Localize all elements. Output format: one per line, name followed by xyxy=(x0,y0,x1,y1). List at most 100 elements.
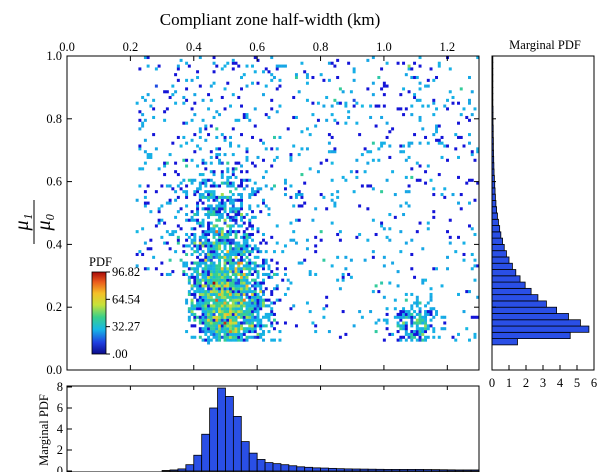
density-cell xyxy=(193,178,197,182)
density-cell xyxy=(198,252,202,257)
density-cell xyxy=(259,290,263,294)
density-cell xyxy=(245,64,249,68)
density-cell xyxy=(185,204,189,208)
density-cell xyxy=(385,307,389,311)
density-cell xyxy=(218,201,222,205)
y-label-numerator: μ₁ xyxy=(11,214,33,232)
density-cell xyxy=(275,284,279,288)
density-cell xyxy=(435,127,438,131)
density-cell xyxy=(234,247,238,251)
density-cell xyxy=(234,310,238,314)
density-cell xyxy=(218,255,222,259)
density-cell xyxy=(256,332,260,336)
density-cell xyxy=(163,164,167,168)
density-cell xyxy=(240,215,243,219)
density-cell xyxy=(253,261,257,265)
density-cell xyxy=(212,267,216,271)
density-cell xyxy=(459,113,463,117)
density-cell xyxy=(240,178,243,182)
density-cell xyxy=(413,335,417,339)
density-cell xyxy=(207,247,211,251)
y-axis-label: μ₁ μ₀ xyxy=(11,200,55,244)
density-cell xyxy=(143,201,147,205)
density-cell xyxy=(198,290,202,294)
density-cell xyxy=(382,93,386,97)
density-cell xyxy=(391,261,395,265)
density-cell xyxy=(212,230,216,234)
density-cell xyxy=(468,101,471,105)
density-cell xyxy=(303,201,307,205)
density-cell xyxy=(193,278,197,282)
density-cell xyxy=(201,310,205,314)
density-cell xyxy=(251,298,254,302)
density-cell xyxy=(174,161,178,165)
density-cell xyxy=(259,187,263,191)
density-cell xyxy=(220,292,224,296)
marginal-x-bar xyxy=(328,467,337,472)
density-cell xyxy=(421,338,425,342)
density-cell xyxy=(240,181,243,185)
density-cell xyxy=(426,327,430,331)
density-cell xyxy=(198,173,202,177)
density-cell xyxy=(193,101,197,105)
density-cell xyxy=(190,307,194,311)
density-cell xyxy=(294,241,298,245)
density-cell xyxy=(240,338,243,342)
density-cell xyxy=(424,304,428,308)
density-cell xyxy=(270,301,274,305)
density-cell xyxy=(251,278,254,282)
density-cell xyxy=(201,230,205,234)
density-cell xyxy=(237,310,241,314)
density-cell xyxy=(190,272,194,276)
density-cell xyxy=(229,181,232,185)
density-cell xyxy=(196,315,200,319)
density-cell xyxy=(220,230,224,234)
density-cell xyxy=(157,207,161,211)
density-cell xyxy=(174,250,178,254)
density-cell xyxy=(468,178,471,182)
density-cell xyxy=(207,250,211,254)
density-cell xyxy=(207,190,211,194)
density-cell xyxy=(237,207,241,211)
density-cell xyxy=(218,218,222,222)
density-cell xyxy=(240,255,243,259)
density-cell xyxy=(207,301,211,305)
density-cell xyxy=(256,270,260,274)
density-cell xyxy=(443,104,447,108)
density-cell xyxy=(443,315,447,319)
density-cell xyxy=(234,324,238,328)
density-cell xyxy=(204,264,208,268)
density-cell xyxy=(207,241,211,245)
density-cell xyxy=(226,284,230,288)
marginal-y-tick-label: 6 xyxy=(591,376,597,390)
density-cell xyxy=(432,267,436,271)
density-cell xyxy=(198,327,202,331)
density-cell xyxy=(251,290,254,294)
density-cell xyxy=(404,324,408,328)
density-cell xyxy=(240,335,243,339)
marginal-x-bar xyxy=(454,469,464,472)
density-cell xyxy=(209,213,213,217)
density-cell xyxy=(459,207,463,211)
marginal-y-bar xyxy=(491,319,581,327)
density-cell xyxy=(396,107,400,111)
density-cell xyxy=(264,84,268,88)
density-cell xyxy=(242,330,246,334)
density-cell xyxy=(218,315,222,319)
y-tick-label: 1.0 xyxy=(46,49,62,63)
density-cell xyxy=(198,301,202,305)
density-cell xyxy=(220,335,224,339)
density-cell xyxy=(382,84,386,88)
density-cell xyxy=(459,135,463,139)
density-cell xyxy=(226,215,230,219)
density-cell xyxy=(457,121,460,125)
density-cell xyxy=(215,272,219,276)
density-cell xyxy=(426,221,430,225)
density-cell xyxy=(185,261,189,265)
density-cell xyxy=(220,284,224,288)
density-cell xyxy=(399,204,403,208)
density-cell xyxy=(470,113,474,117)
density-cell xyxy=(415,295,419,299)
density-cell xyxy=(204,275,208,279)
